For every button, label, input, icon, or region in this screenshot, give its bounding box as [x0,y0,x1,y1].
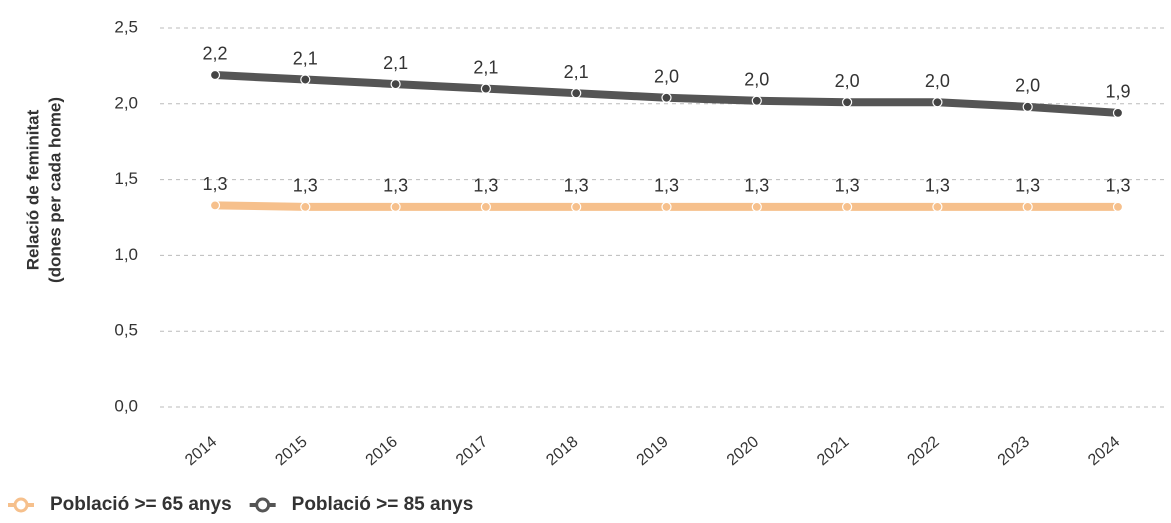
point [390,78,401,90]
data-label: 2,2 [202,44,227,64]
data-label: 2,1 [564,62,589,82]
point [300,74,311,85]
data-label: 2,0 [744,70,769,90]
data-label: 1,3 [835,176,860,196]
x-tick-label: 2014 [182,433,220,469]
point [1112,107,1124,118]
x-tick-label: 2017 [453,433,491,469]
y-axis-title-line: Relació de feminitat [23,109,42,270]
data-label: 2,0 [654,66,679,86]
x-tick-label: 2015 [272,433,310,469]
x-tick-label: 2016 [363,433,401,469]
point [571,201,582,212]
data-label: 1,3 [293,176,318,196]
point [1022,201,1033,212]
data-label: 1,3 [1015,176,1040,196]
data-label: 2,1 [473,57,498,77]
data-label: 1,9 [1105,82,1130,102]
y-axis-title-line: (dones per cada home) [45,97,64,283]
data-label: 1,3 [1105,176,1130,196]
point [571,88,582,99]
legend-marker [255,497,271,513]
y-tick-label: 1,0 [114,245,138,264]
legend-item: Població >= 65 anys [8,494,232,515]
x-tick-label: 2024 [1085,433,1123,469]
data-label: 2,1 [293,48,318,68]
data-label: 2,0 [835,71,860,91]
point [209,69,221,81]
data-label: 1,3 [383,176,408,196]
legend-label: Població >= 85 anys [292,494,474,515]
point [841,201,853,212]
data-label: 2,0 [1015,76,1040,96]
point [209,200,221,211]
y-axis-title: Relació de feminitat (dones per cada hom… [23,97,64,283]
point [1022,101,1033,112]
legend-label: Població >= 65 anys [50,494,232,515]
data-label: 2,0 [925,71,950,91]
x-tick-label: 2022 [904,433,942,469]
x-tick-label: 2021 [814,433,852,469]
point [661,92,672,103]
x-tick-label: 2018 [543,433,581,469]
data-label: 1,3 [744,176,769,196]
y-tick-label: 1,5 [114,169,138,188]
point [480,83,491,94]
data-label: 1,3 [202,174,227,194]
point [1112,201,1124,212]
y-tick-label: 0,5 [114,321,138,340]
x-tick-label: 2019 [634,433,672,469]
point [932,97,943,108]
point [751,95,762,106]
point [841,97,853,108]
data-label: 2,1 [383,53,408,73]
y-tick-label: 2,5 [114,17,138,36]
point [480,201,491,212]
legend-item: Població >= 85 anys [249,494,474,515]
x-tick-label: 2023 [995,433,1033,469]
data-label: 1,3 [654,176,679,196]
legend-marker [13,497,29,513]
point [932,201,943,212]
point [661,201,672,212]
x-tick-label: 2020 [724,433,762,469]
y-tick-label: 2,0 [114,93,138,112]
data-label: 1,3 [564,176,589,196]
data-label: 1,3 [473,176,498,196]
point [390,201,401,212]
y-tick-label: 0,0 [114,396,138,415]
point [751,201,762,212]
point [300,201,311,212]
data-label: 1,3 [925,176,950,196]
